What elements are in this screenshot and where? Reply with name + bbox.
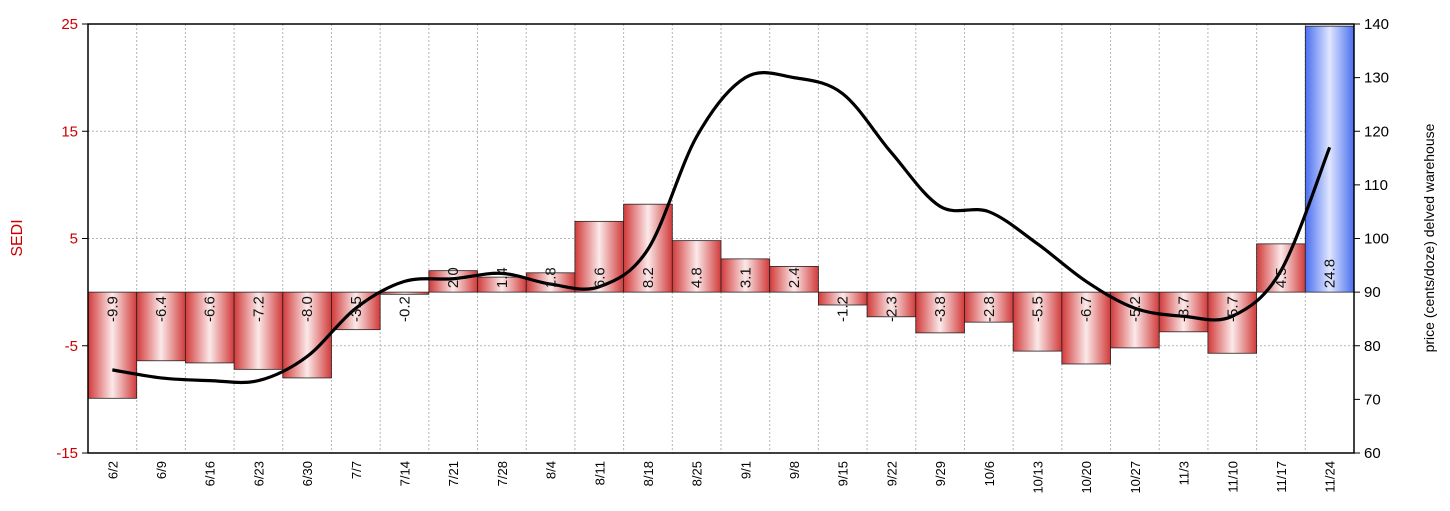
bar-data-label: -5.5 bbox=[1030, 296, 1047, 322]
x-tick-label: 6/23 bbox=[251, 461, 266, 486]
x-tick-label: 8/4 bbox=[544, 461, 559, 479]
bar-10-13 bbox=[1012, 291, 1063, 352]
x-tick-label: 10/13 bbox=[1031, 461, 1046, 494]
x-tick-label: 9/8 bbox=[787, 461, 802, 479]
x-tick-label: 11/10 bbox=[1225, 461, 1240, 493]
price-line bbox=[112, 71, 1332, 385]
bar-data-label: 2.0 bbox=[445, 267, 462, 288]
left-tick-label: 25 bbox=[61, 16, 78, 33]
x-tick-label: 11/17 bbox=[1274, 461, 1289, 493]
price-line-series bbox=[112, 71, 1332, 385]
right-tick-label: 80 bbox=[1364, 338, 1381, 355]
bar-7-14 bbox=[379, 291, 430, 295]
bar-series bbox=[87, 25, 1355, 399]
bar-data-label: 3.1 bbox=[737, 267, 754, 288]
left-tick-label: -5 bbox=[65, 338, 78, 355]
x-tick-label: 8/18 bbox=[641, 461, 656, 486]
x-tick-label: 11/24 bbox=[1323, 461, 1338, 493]
bar-data-label: -3.7 bbox=[1176, 296, 1193, 322]
x-tick-label: 7/14 bbox=[398, 461, 413, 486]
right-tick-label: 70 bbox=[1364, 391, 1381, 408]
right-axis-ticks: 140 130 120 110 100 90 80 70 60 bbox=[1354, 16, 1389, 462]
bar-data-label: 4.5 bbox=[1273, 267, 1290, 288]
right-tick-label: 130 bbox=[1364, 70, 1389, 87]
x-tick-label: 9/29 bbox=[933, 461, 948, 486]
bar-data-label: -6.6 bbox=[202, 296, 219, 322]
right-tick-label: 120 bbox=[1364, 123, 1389, 140]
bar-data-label: 2.4 bbox=[786, 267, 803, 288]
bar-9-29 bbox=[915, 291, 965, 334]
bar-6-23 bbox=[233, 291, 284, 370]
bar-data-label: -8.0 bbox=[299, 296, 316, 322]
right-tick-label: 140 bbox=[1364, 16, 1389, 33]
x-tick-label: 11/3 bbox=[1177, 461, 1192, 485]
x-tick-label: 9/22 bbox=[884, 461, 899, 486]
bar-9-22 bbox=[866, 291, 917, 318]
x-tick-label: 8/25 bbox=[690, 461, 705, 486]
left-tick-label: -15 bbox=[56, 445, 78, 462]
bar-data-label: -2.8 bbox=[981, 296, 998, 322]
bar-data-label: -6.4 bbox=[153, 296, 170, 322]
bar-data-label: -3.5 bbox=[348, 296, 365, 322]
x-tick-label: 10/27 bbox=[1128, 461, 1143, 494]
x-tick-label: 9/1 bbox=[738, 461, 753, 479]
left-axis-ticks: 25 15 5 -5 -15 bbox=[56, 16, 88, 462]
bar-data-label: -2.3 bbox=[883, 296, 900, 322]
bar-data-label: -5.2 bbox=[1127, 296, 1144, 322]
right-tick-label: 110 bbox=[1364, 177, 1388, 194]
left-tick-label: 15 bbox=[61, 123, 78, 140]
bar-data-label: -6.7 bbox=[1078, 296, 1095, 322]
bar-data-label: 8.2 bbox=[640, 267, 657, 288]
x-tick-label: 6/30 bbox=[300, 461, 315, 486]
left-axis-title: SEDI bbox=[9, 219, 26, 256]
bar-data-label: 1.8 bbox=[543, 267, 560, 288]
left-tick-label: 5 bbox=[70, 231, 78, 248]
bar-data-label: -1.2 bbox=[835, 296, 852, 322]
x-axis-ticks: 6/2 6/9 6/16 6/23 6/30 7/7 7/14 7/21 7/28 8/4 8/11… bbox=[105, 461, 1337, 494]
bar-data-label: 6.6 bbox=[591, 267, 608, 288]
x-tick-label: 7/7 bbox=[349, 461, 364, 479]
bar-6-16 bbox=[184, 291, 235, 364]
x-tick-label: 8/11 bbox=[592, 461, 607, 485]
x-tick-label: 6/16 bbox=[203, 461, 218, 486]
bar-data-labels: -9.9 -6.4 -6.6 -7.2 -8.0 -3.5 -0.2 2.0 1.4 1.8 6.6… bbox=[104, 259, 1338, 322]
x-tick-label: 10/20 bbox=[1079, 461, 1094, 494]
bar-data-label: -9.9 bbox=[104, 296, 121, 322]
bar-data-label: 1.4 bbox=[494, 267, 511, 288]
bar-6-30 bbox=[282, 291, 332, 379]
bar-data-label: 24.8 bbox=[1322, 259, 1339, 288]
bar-8-25 bbox=[671, 240, 722, 293]
bar-11-3 bbox=[1158, 291, 1209, 333]
x-tick-label: 9/15 bbox=[836, 461, 851, 486]
x-tick-label: 7/21 bbox=[446, 461, 461, 486]
right-tick-label: 100 bbox=[1364, 231, 1389, 248]
grid-lines bbox=[88, 23, 1354, 454]
right-axis-title: price (cents/doze) delved warehouse bbox=[1421, 123, 1437, 352]
x-tick-label: 6/9 bbox=[154, 461, 169, 479]
bar-11-24 bbox=[1304, 25, 1355, 293]
x-tick-label: 7/28 bbox=[495, 461, 510, 486]
right-tick-label: 60 bbox=[1364, 445, 1381, 462]
x-tick-label: 10/6 bbox=[982, 461, 997, 486]
bar-9-8 bbox=[769, 265, 819, 293]
bar-data-label: -0.2 bbox=[397, 296, 414, 322]
right-tick-label: 90 bbox=[1364, 284, 1381, 301]
bar-10-20 bbox=[1061, 291, 1111, 365]
x-tick-label: 6/2 bbox=[105, 461, 120, 479]
bar-data-label: -3.8 bbox=[932, 296, 949, 322]
bar-data-label: 4.8 bbox=[689, 267, 706, 288]
bar-data-label: -7.2 bbox=[250, 296, 267, 322]
bar-data-label: -5.7 bbox=[1224, 296, 1241, 322]
bar-6-9 bbox=[136, 291, 186, 362]
bar-11-10 bbox=[1207, 291, 1258, 354]
